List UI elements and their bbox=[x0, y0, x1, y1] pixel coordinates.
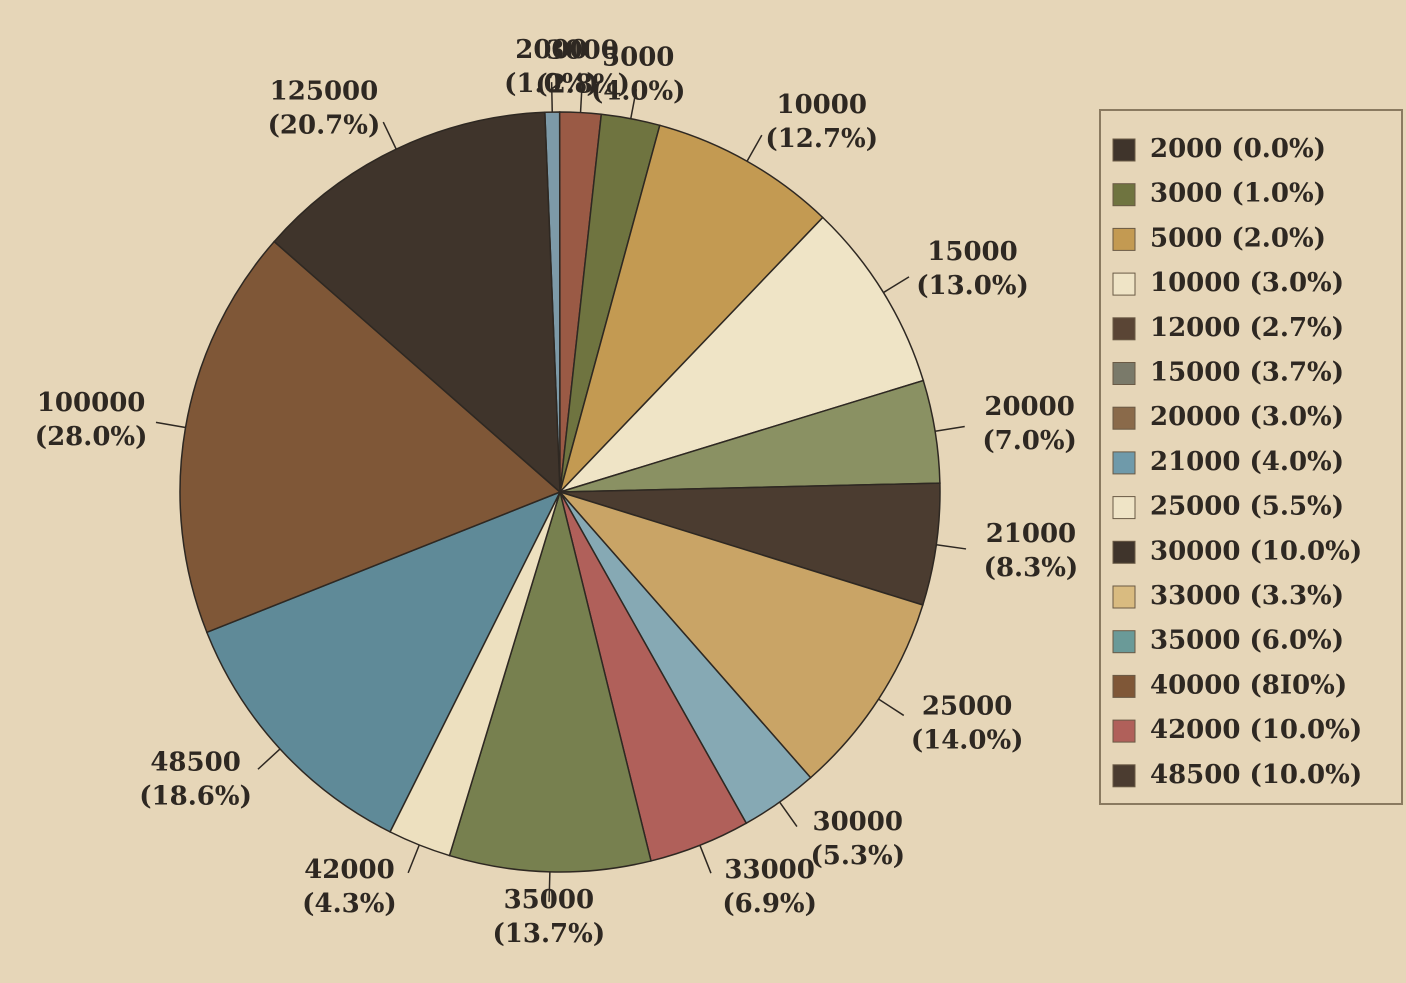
legend-swatch bbox=[1113, 631, 1135, 653]
legend-swatch bbox=[1113, 675, 1135, 697]
legend-swatch bbox=[1113, 765, 1135, 787]
legend-label: 40000 (8I0%) bbox=[1150, 670, 1347, 700]
slice-label: (12.7%) bbox=[765, 124, 878, 154]
legend-swatch bbox=[1113, 139, 1135, 161]
slice-label: (13.0%) bbox=[916, 271, 1029, 301]
slice-category: 48500 bbox=[150, 747, 240, 777]
slice-category: 20000 bbox=[984, 392, 1074, 422]
slice-category: 125000 bbox=[270, 77, 379, 107]
slice-label: (5.3%) bbox=[810, 841, 905, 871]
legend-swatch bbox=[1113, 228, 1135, 250]
legend-swatch bbox=[1113, 363, 1135, 385]
legend-label: 15000 (3.7%) bbox=[1150, 358, 1344, 388]
slice-category: 10000 bbox=[776, 90, 866, 120]
slice-label: (7.0%) bbox=[982, 426, 1077, 456]
legend-label: 20000 (3.0%) bbox=[1150, 402, 1344, 432]
page: 2000(1.0%)3000(2.8%)5000(4.0%)10000(12.7… bbox=[0, 0, 1406, 983]
slice-category: 35000 bbox=[504, 885, 594, 915]
slice-category: 25000 bbox=[922, 692, 1012, 722]
legend-swatch bbox=[1113, 586, 1135, 608]
slice-label: (4.3%) bbox=[302, 889, 397, 919]
legend-label: 33000 (3.3%) bbox=[1150, 581, 1344, 611]
legend-swatch bbox=[1113, 407, 1135, 429]
slice-category: 33000 bbox=[724, 855, 814, 885]
legend-label: 35000 (6.0%) bbox=[1150, 626, 1344, 656]
slice-label: (18.6%) bbox=[139, 781, 252, 811]
slice-category: 5000 bbox=[602, 42, 674, 72]
legend-swatch bbox=[1113, 497, 1135, 519]
legend-swatch bbox=[1113, 541, 1135, 563]
legend-label: 30000 (10.0%) bbox=[1150, 536, 1362, 566]
slice-label: (14.0%) bbox=[911, 726, 1024, 756]
legend-label: 25000 (5.5%) bbox=[1150, 492, 1344, 522]
slice-category: 21000 bbox=[986, 519, 1076, 549]
legend-label: 2000 (0.0%) bbox=[1150, 134, 1326, 164]
legend-swatch bbox=[1113, 452, 1135, 474]
legend-swatch bbox=[1113, 273, 1135, 295]
slice-label: (4.0%) bbox=[591, 76, 686, 106]
chart: 2000(1.0%)3000(2.8%)5000(4.0%)10000(12.7… bbox=[0, 0, 1406, 983]
legend-label: 42000 (10.0%) bbox=[1150, 715, 1362, 745]
slice-category: 100000 bbox=[37, 388, 146, 418]
legend-label: 48500 (10.0%) bbox=[1150, 760, 1362, 790]
slice-category: 15000 bbox=[927, 237, 1017, 267]
legend-label: 12000 (2.7%) bbox=[1150, 313, 1344, 343]
slice-category: 42000 bbox=[304, 855, 394, 885]
legend-label: 10000 (3.0%) bbox=[1150, 268, 1344, 298]
legend-label: 3000 (1.0%) bbox=[1150, 179, 1326, 209]
legend-swatch bbox=[1113, 184, 1135, 206]
legend-swatch bbox=[1113, 720, 1135, 742]
slice-label: (13.7%) bbox=[492, 919, 605, 949]
slice-label: (28.0%) bbox=[35, 422, 148, 452]
slice-label: (20.7%) bbox=[268, 111, 381, 141]
slice-label: (6.9%) bbox=[722, 889, 817, 919]
legend-label: 5000 (2.0%) bbox=[1150, 223, 1326, 253]
slice-category: 30000 bbox=[812, 807, 902, 837]
legend-label: 21000 (4.0%) bbox=[1150, 447, 1344, 477]
slice-label: (8.3%) bbox=[984, 553, 1079, 583]
legend-swatch bbox=[1113, 318, 1135, 340]
